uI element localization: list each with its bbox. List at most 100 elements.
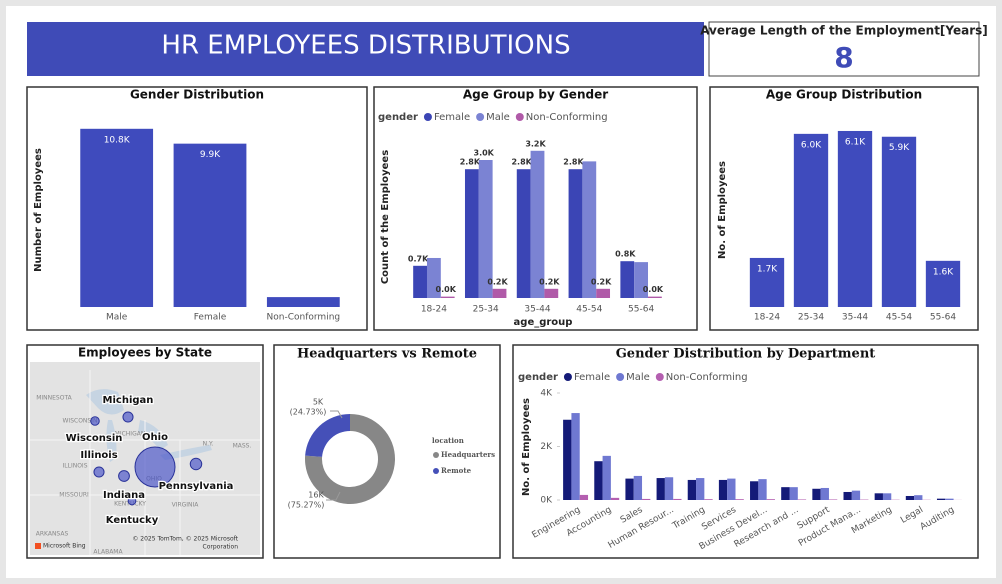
bar xyxy=(905,495,915,500)
bar xyxy=(735,499,744,500)
legend-label: Male xyxy=(486,112,510,123)
bar xyxy=(656,478,665,500)
bubble xyxy=(127,496,137,506)
map-place-label: ALABAMA xyxy=(93,549,123,556)
bubble xyxy=(189,457,203,471)
y-axis-label: Count of the Employees xyxy=(380,150,391,284)
data-label: 9.9K xyxy=(200,150,221,160)
bar xyxy=(568,169,583,298)
bubble xyxy=(118,470,130,482)
map-lake xyxy=(106,420,117,462)
bar xyxy=(718,479,728,500)
legend-label: Male xyxy=(626,372,650,383)
bar xyxy=(750,481,759,500)
logo-mark xyxy=(35,543,41,549)
bar xyxy=(664,477,674,500)
header-banner xyxy=(27,22,704,76)
data-label: 0.7K xyxy=(408,254,429,263)
chart-title: Age Group by Gender xyxy=(463,88,608,102)
data-label: 2.8K xyxy=(460,158,481,167)
legend-label: Non-Conforming xyxy=(666,372,748,383)
x-tick-label: Non-Conforming xyxy=(267,313,341,323)
legend-marker xyxy=(476,113,485,121)
bar xyxy=(620,261,635,298)
map-place-label: MISSOURI xyxy=(59,492,89,499)
bar xyxy=(634,262,649,298)
bar xyxy=(789,487,798,500)
legend-marker xyxy=(433,452,439,458)
bar xyxy=(633,475,643,500)
map-place-label: ILLINOIS xyxy=(62,463,87,470)
bar xyxy=(882,493,892,500)
data-label: 0.2K xyxy=(539,277,560,286)
x-tick-label: 25-34 xyxy=(473,305,499,315)
bar xyxy=(945,498,954,500)
x-tick-label: 45-54 xyxy=(576,305,602,315)
x-axis-label: age_group xyxy=(514,317,573,328)
data-label: 2.8K xyxy=(511,158,532,167)
legend-marker xyxy=(515,113,524,121)
state-label: Pennsylvania xyxy=(159,481,234,492)
data-label: 0.8K xyxy=(615,250,636,259)
donut-slice xyxy=(305,414,350,457)
bar xyxy=(793,133,829,307)
map-logo: Microsoft Bing xyxy=(43,543,86,550)
leader-line xyxy=(330,410,343,419)
bar xyxy=(173,143,247,307)
bar xyxy=(851,490,861,500)
bar xyxy=(516,169,531,298)
bar xyxy=(266,297,340,307)
y-tick-label: 2K xyxy=(540,442,553,452)
state-label: Ohio xyxy=(142,432,168,443)
state-label: Indiana xyxy=(103,490,145,501)
x-tick-label: 18-24 xyxy=(754,313,780,323)
legend-title: gender xyxy=(518,372,558,383)
legend-marker xyxy=(655,373,664,381)
data-label: 1.6K xyxy=(933,267,954,277)
bar xyxy=(820,487,829,500)
legend-marker xyxy=(616,373,625,381)
bar xyxy=(914,495,923,500)
bar xyxy=(704,499,713,500)
bar xyxy=(582,161,597,298)
legend-title: gender xyxy=(378,112,418,123)
map-attribution: © 2025 TomTom, © 2025 Microsoft xyxy=(132,536,238,543)
bar xyxy=(464,169,479,298)
bar xyxy=(492,288,507,298)
y-axis-label: No. of Employees xyxy=(521,398,532,496)
map-place-label: WISCONSIN xyxy=(63,418,98,425)
legend-label: Female xyxy=(434,112,470,123)
bar xyxy=(642,498,651,500)
kpi-card xyxy=(708,21,980,77)
bar xyxy=(812,488,821,500)
bar xyxy=(478,160,493,298)
legend-label: Female xyxy=(574,372,610,383)
data-label: 0.2K xyxy=(591,277,612,286)
map-lake xyxy=(160,445,212,460)
bar xyxy=(530,150,545,298)
bubble xyxy=(122,411,134,423)
leader-line xyxy=(326,491,341,501)
x-tick-label: 18-24 xyxy=(421,305,447,315)
x-tick-label: Female xyxy=(194,313,227,323)
bar xyxy=(80,128,154,307)
x-tick-label: Male xyxy=(106,313,128,323)
data-label: 0.0K xyxy=(643,285,664,294)
legend-label: Headquarters xyxy=(441,450,495,459)
bar xyxy=(544,288,559,298)
legend-marker xyxy=(563,373,572,381)
legend-marker xyxy=(433,468,439,474)
map-place-label: VIRGINIA xyxy=(172,502,200,509)
chart-title: Gender Distribution by Department xyxy=(616,347,876,362)
data-label: 1.7K xyxy=(757,264,778,274)
header-title: HR EMPLOYEES DISTRIBUTIONS xyxy=(161,31,570,61)
y-tick-label: 4K xyxy=(540,389,553,399)
chart-title: Gender Distribution xyxy=(130,88,264,102)
map-place-label: MASS. xyxy=(233,443,252,450)
bar xyxy=(579,494,589,500)
bar xyxy=(563,419,572,500)
map-place-label: MINNESOTA xyxy=(36,395,72,402)
bar xyxy=(874,493,883,500)
legend-label: Remote xyxy=(441,466,472,475)
